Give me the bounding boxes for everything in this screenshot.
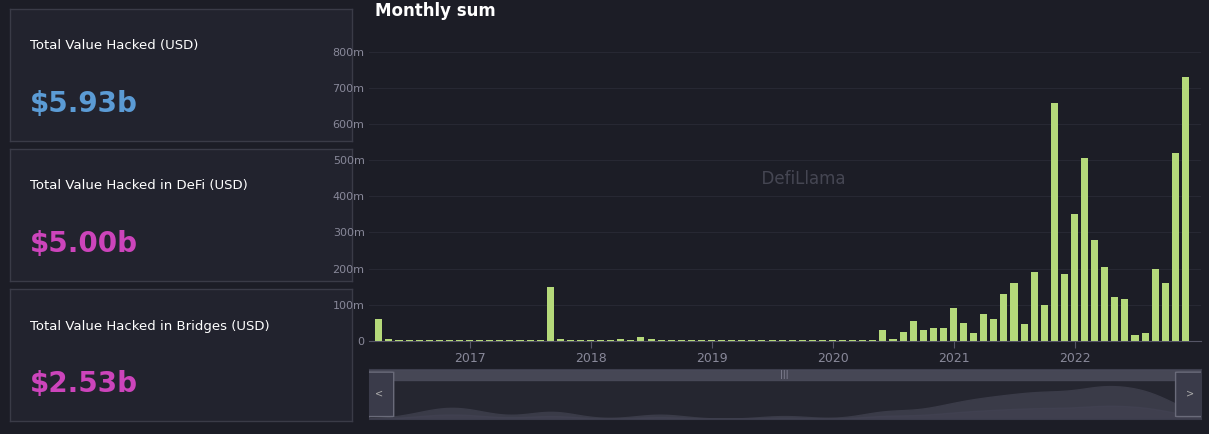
Bar bbox=[1092, 240, 1098, 341]
Bar bbox=[1020, 325, 1028, 341]
Bar bbox=[779, 340, 786, 341]
Bar bbox=[708, 340, 715, 341]
Bar bbox=[546, 286, 554, 341]
Bar bbox=[456, 340, 463, 341]
Bar bbox=[1101, 267, 1109, 341]
Text: Total Value Hacked in Bridges (USD): Total Value Hacked in Bridges (USD) bbox=[30, 319, 270, 332]
Text: $5.00b: $5.00b bbox=[30, 230, 138, 258]
Bar bbox=[1030, 272, 1037, 341]
Text: Total Value Hacked in DeFi (USD): Total Value Hacked in DeFi (USD) bbox=[30, 179, 248, 192]
Bar bbox=[1071, 214, 1078, 341]
Bar bbox=[658, 340, 665, 341]
Bar bbox=[860, 340, 867, 341]
Bar bbox=[939, 328, 947, 341]
Bar bbox=[369, 370, 1201, 380]
Bar bbox=[1011, 283, 1018, 341]
Bar bbox=[1132, 335, 1139, 341]
Bar bbox=[507, 340, 514, 341]
Bar bbox=[386, 339, 393, 341]
Bar bbox=[1060, 274, 1068, 341]
Bar bbox=[1122, 299, 1128, 341]
Bar bbox=[588, 340, 594, 341]
Bar bbox=[567, 340, 574, 341]
Bar bbox=[960, 322, 967, 341]
FancyBboxPatch shape bbox=[365, 372, 394, 417]
Bar bbox=[1172, 153, 1179, 341]
Bar bbox=[1081, 158, 1088, 341]
Bar bbox=[1111, 297, 1118, 341]
Bar bbox=[476, 340, 484, 341]
Bar bbox=[607, 340, 614, 341]
Bar bbox=[970, 333, 977, 341]
Bar bbox=[869, 340, 877, 341]
Bar bbox=[839, 340, 846, 341]
Bar bbox=[980, 314, 988, 341]
Bar bbox=[1000, 294, 1007, 341]
Bar bbox=[618, 339, 624, 341]
Bar bbox=[426, 340, 433, 341]
Text: DefiLlama: DefiLlama bbox=[751, 170, 846, 188]
Bar bbox=[375, 319, 382, 341]
Bar bbox=[1182, 77, 1188, 341]
Bar bbox=[637, 337, 644, 341]
Text: Monthly sum: Monthly sum bbox=[375, 2, 496, 20]
Bar bbox=[577, 340, 584, 341]
Bar bbox=[950, 308, 958, 341]
Bar bbox=[990, 319, 997, 341]
Bar bbox=[395, 340, 403, 341]
Bar bbox=[1051, 102, 1058, 341]
Text: $2.53b: $2.53b bbox=[30, 370, 138, 398]
Bar bbox=[1041, 305, 1048, 341]
Bar bbox=[1141, 333, 1149, 341]
Bar bbox=[930, 328, 937, 341]
Bar bbox=[516, 340, 523, 341]
Text: |||: ||| bbox=[780, 370, 789, 379]
Text: Total Value Hacked (USD): Total Value Hacked (USD) bbox=[30, 39, 198, 52]
Text: >: > bbox=[1186, 389, 1194, 399]
Bar bbox=[597, 340, 604, 341]
Bar bbox=[879, 330, 886, 341]
Bar bbox=[557, 339, 563, 341]
Bar bbox=[739, 340, 745, 341]
FancyBboxPatch shape bbox=[1175, 372, 1204, 417]
Bar bbox=[849, 340, 856, 341]
Bar bbox=[890, 339, 897, 341]
Bar bbox=[899, 332, 907, 341]
Text: <: < bbox=[375, 389, 383, 399]
Bar bbox=[909, 321, 916, 341]
Bar bbox=[920, 330, 927, 341]
Bar bbox=[1162, 283, 1169, 341]
Bar bbox=[648, 339, 654, 341]
Text: $5.93b: $5.93b bbox=[30, 90, 138, 118]
Bar bbox=[627, 340, 635, 341]
Bar bbox=[1152, 269, 1158, 341]
Bar bbox=[718, 340, 725, 341]
